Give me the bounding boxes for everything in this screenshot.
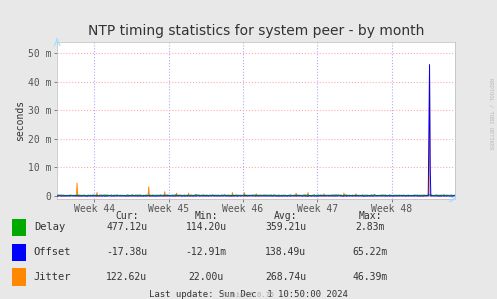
Text: 359.21u: 359.21u <box>265 222 306 232</box>
Text: 268.74u: 268.74u <box>265 272 306 282</box>
Text: Offset: Offset <box>34 247 71 257</box>
Text: Delay: Delay <box>34 222 65 232</box>
Y-axis label: seconds: seconds <box>15 100 25 141</box>
Text: -17.38u: -17.38u <box>106 247 147 257</box>
Text: 138.49u: 138.49u <box>265 247 306 257</box>
Text: RRDTOOL / TOBI OETIKER: RRDTOOL / TOBI OETIKER <box>489 78 494 150</box>
Text: Last update: Sun Dec  1 10:50:00 2024: Last update: Sun Dec 1 10:50:00 2024 <box>149 290 348 299</box>
FancyBboxPatch shape <box>12 219 26 236</box>
Text: Jitter: Jitter <box>34 272 71 282</box>
Text: Cur:: Cur: <box>115 211 139 221</box>
Text: 22.00u: 22.00u <box>189 272 224 282</box>
Text: 122.62u: 122.62u <box>106 272 147 282</box>
Text: 2.83m: 2.83m <box>355 222 385 232</box>
Text: 65.22m: 65.22m <box>353 247 388 257</box>
Text: 477.12u: 477.12u <box>106 222 147 232</box>
Text: Avg:: Avg: <box>274 211 298 221</box>
Text: 114.20u: 114.20u <box>186 222 227 232</box>
Text: Munin 2.0.75: Munin 2.0.75 <box>223 292 274 298</box>
Text: Max:: Max: <box>358 211 382 221</box>
FancyBboxPatch shape <box>12 269 26 286</box>
Text: 46.39m: 46.39m <box>353 272 388 282</box>
Text: -12.91m: -12.91m <box>186 247 227 257</box>
FancyBboxPatch shape <box>12 243 26 261</box>
Text: Min:: Min: <box>194 211 218 221</box>
Title: NTP timing statistics for system peer - by month: NTP timing statistics for system peer - … <box>88 24 424 38</box>
